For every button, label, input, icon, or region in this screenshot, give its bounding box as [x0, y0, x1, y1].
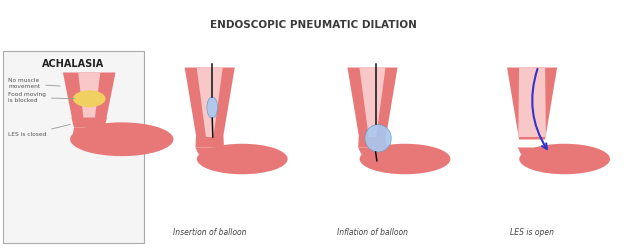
Polygon shape [63, 72, 115, 119]
Polygon shape [518, 68, 546, 137]
Polygon shape [358, 146, 410, 154]
Text: ENDOSCOPIC PNEUMATIC DILATION: ENDOSCOPIC PNEUMATIC DILATION [210, 20, 416, 30]
Ellipse shape [70, 122, 173, 156]
Polygon shape [73, 126, 131, 134]
Ellipse shape [207, 97, 218, 118]
FancyBboxPatch shape [3, 51, 144, 242]
Text: LES is closed: LES is closed [8, 124, 70, 138]
Ellipse shape [519, 144, 610, 174]
Polygon shape [518, 146, 570, 154]
Polygon shape [78, 72, 100, 118]
Polygon shape [195, 136, 224, 147]
Text: Inflation of balloon: Inflation of balloon [337, 228, 408, 237]
Text: Food moving
is blocked: Food moving is blocked [8, 92, 74, 103]
Ellipse shape [73, 90, 105, 107]
Ellipse shape [360, 144, 451, 174]
Polygon shape [185, 68, 235, 140]
Polygon shape [507, 68, 557, 140]
Text: ACHALASIA: ACHALASIA [43, 59, 105, 69]
Polygon shape [347, 68, 398, 140]
Text: Insertion of balloon: Insertion of balloon [173, 228, 247, 237]
Polygon shape [358, 136, 387, 147]
Polygon shape [359, 68, 386, 137]
Ellipse shape [365, 124, 391, 152]
Polygon shape [71, 118, 107, 128]
Polygon shape [195, 146, 247, 154]
Ellipse shape [197, 144, 287, 174]
Polygon shape [197, 68, 223, 137]
Text: LES is open: LES is open [510, 228, 554, 237]
Text: No muscle
movement: No muscle movement [8, 78, 60, 89]
